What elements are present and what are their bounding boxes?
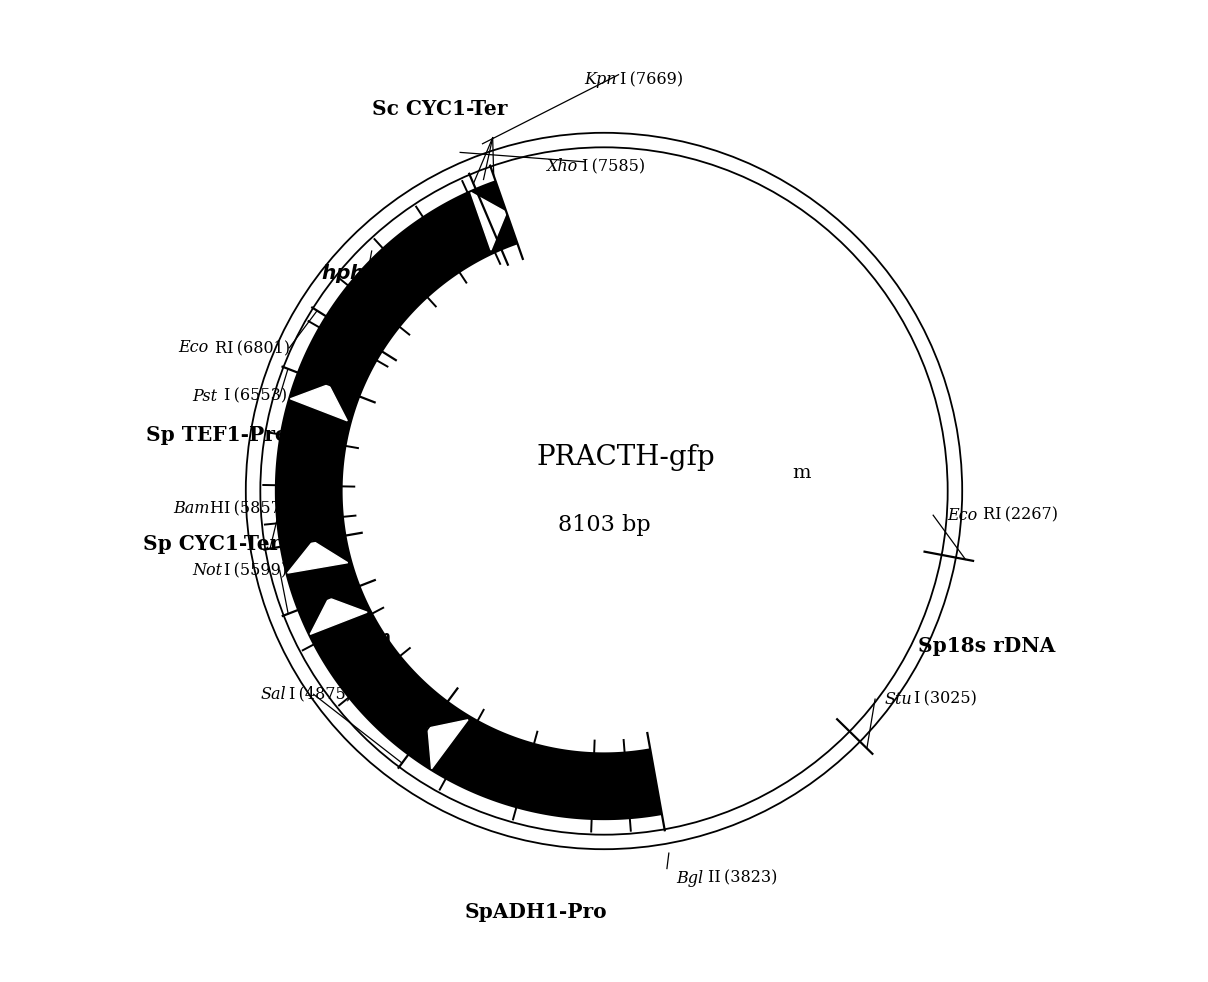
Text: 8103 bp: 8103 bp [558, 514, 650, 536]
Polygon shape [290, 385, 347, 421]
Text: Pst: Pst [192, 388, 217, 405]
Polygon shape [471, 192, 506, 250]
Text: I (6553): I (6553) [223, 388, 286, 405]
Polygon shape [656, 747, 689, 807]
Text: Bgl: Bgl [676, 870, 704, 887]
Text: Kpn: Kpn [585, 71, 617, 88]
Text: Sp CYC1-Ter: Sp CYC1-Ter [144, 534, 280, 554]
Text: $\bfit{gfp}$: $\bfit{gfp}$ [319, 620, 358, 643]
Polygon shape [428, 720, 467, 769]
Text: II (3823): II (3823) [708, 870, 777, 887]
Text: Eco: Eco [948, 507, 978, 523]
Text: Stu: Stu [884, 690, 912, 708]
Text: $\bfit{hph}$: $\bfit{hph}$ [320, 261, 365, 285]
Text: Sp TEF1-Pro: Sp TEF1-Pro [146, 425, 288, 445]
Text: Xho: Xho [546, 158, 577, 175]
Polygon shape [275, 181, 662, 820]
Text: HI (5857): HI (5857) [210, 500, 288, 517]
Text: RI (2267): RI (2267) [982, 507, 1057, 523]
Text: Sal: Sal [260, 685, 286, 703]
Text: I (7585): I (7585) [582, 158, 645, 175]
Text: Bam: Bam [173, 500, 209, 517]
Polygon shape [288, 541, 348, 573]
Text: I (3025): I (3025) [913, 690, 977, 708]
Text: Sp18s rDNA: Sp18s rDNA [918, 636, 1055, 656]
Text: PRACTH-gfp: PRACTH-gfp [536, 444, 715, 470]
Text: $\mathbf{m}$: $\mathbf{m}$ [373, 631, 390, 645]
Polygon shape [310, 598, 367, 634]
Text: Not: Not [192, 562, 222, 578]
Text: Eco: Eco [178, 339, 208, 356]
Text: SpADH1-Pro: SpADH1-Pro [465, 902, 608, 922]
Text: Sc CYC1-Ter: Sc CYC1-Ter [372, 98, 507, 119]
Text: m: m [792, 464, 812, 481]
Text: RI (6801): RI (6801) [215, 339, 290, 356]
Text: I (7669): I (7669) [621, 71, 684, 88]
Text: I (5599): I (5599) [223, 562, 286, 578]
Text: I (4875): I (4875) [290, 685, 353, 703]
